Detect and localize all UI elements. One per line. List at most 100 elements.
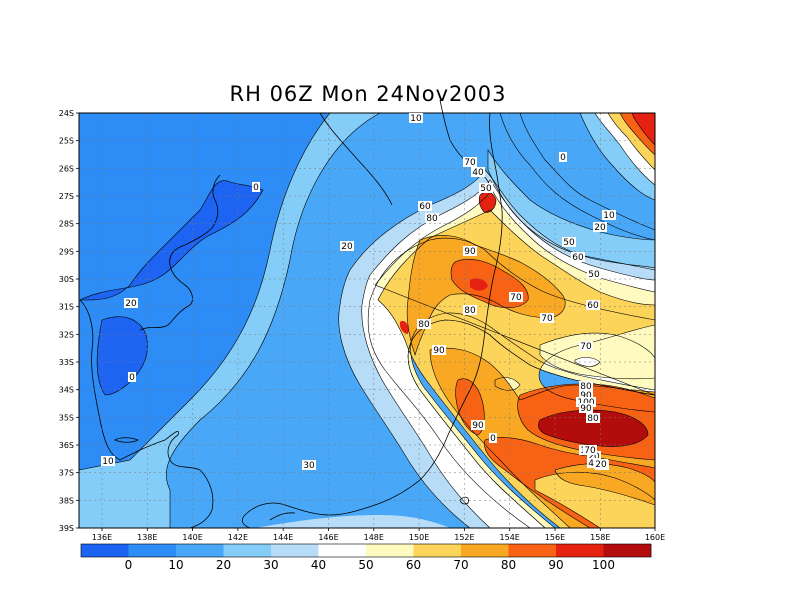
longitude-axis: 136E 138E 140E 142E 144E 146E 148E 150E 152E 154E… [92,528,665,542]
contour-label: 90 [432,345,446,356]
lat-tick-label: 28S [59,220,74,229]
contour-label: 80 [463,305,477,316]
lon-tick-label: 144E [273,533,293,542]
contour-label: 70 [540,313,554,324]
colorbar-label: 60 [406,558,421,572]
lon-tick-label: 146E [318,533,338,542]
svg-text:90: 90 [433,346,445,356]
contour-line [631,112,656,146]
contour-label: 80 [586,413,600,424]
svg-text:60: 60 [419,202,431,212]
svg-text:10: 10 [603,211,615,221]
contour-lines [78,112,656,529]
svg-text:80: 80 [464,306,476,316]
lat-tick-label: 25S [59,137,74,146]
contour-line [494,377,521,391]
contour-line [429,347,656,529]
svg-text:10: 10 [410,114,422,124]
colorbar-swatch [461,544,509,557]
contour-line [450,258,529,309]
contour-line [78,112,331,471]
svg-text:50: 50 [588,270,600,280]
colorbar-label: 70 [453,558,468,572]
colorbar-label: 100 [592,558,615,572]
lon-tick-label: 152E [454,533,474,542]
colorbar-label: 40 [311,558,326,572]
contour-label: 90 [471,420,485,431]
contour-label: 80 [579,381,593,392]
lat-tick-label: 35S [59,413,74,422]
contour-label: 50 [562,237,576,248]
colorbar-swatch [223,544,272,557]
contour-line [607,112,656,171]
svg-text:20: 20 [341,242,353,252]
contour-label: 10 [602,210,616,221]
contour-label: 20 [340,241,354,252]
lat-tick-label: 38S [59,496,74,505]
lat-tick-label: 39S [59,524,74,533]
contour-label: 30 [302,460,316,471]
contour-label: 60 [571,252,585,263]
contour-label: 60 [418,201,432,212]
svg-text:80: 80 [580,382,592,392]
contour-line [338,169,656,529]
colorbar-label: 80 [501,558,516,572]
map-frame [78,112,656,529]
svg-text:80: 80 [587,414,599,424]
contour-label: 70 [463,157,477,168]
contour-label: 70 [509,292,523,303]
svg-text:90: 90 [580,404,592,414]
contour-line [79,180,264,301]
svg-text:60: 60 [572,253,584,263]
svg-text:0: 0 [560,153,566,163]
contour-label: 20 [124,298,138,309]
colorbar: 0 10 20 30 40 50 60 70 80 90 100 [80,543,652,572]
svg-text:10: 10 [102,457,114,467]
svg-text:90: 90 [464,247,476,257]
colorbar-swatch [556,544,604,557]
rh-field [79,113,655,528]
svg-text:20: 20 [594,223,606,233]
colorbar-frame [80,543,652,558]
contour-label: 0 [128,372,136,383]
svg-text:30: 30 [303,461,315,471]
lon-tick-label: 136E [92,533,112,542]
contour-label: 0 [252,182,260,193]
lat-tick-label: 34S [59,386,74,395]
contour-label: 80 [417,319,431,330]
svg-text:0: 0 [129,373,135,383]
lat-tick-label: 27S [59,192,74,201]
contour-label: 20 [593,222,607,233]
svg-text:70: 70 [464,158,476,168]
lon-tick-label: 142E [228,533,248,542]
latitude-axis: 24S 25S 26S 27S 28S 29S 30S 31S 32S 33S 34S 35S 36S 3… [59,109,79,533]
lat-tick-label: 37S [59,469,74,478]
svg-text:80: 80 [426,214,438,224]
lon-tick-label: 140E [182,533,202,542]
lat-tick-label: 36S [59,441,74,450]
colorbar-label: 30 [263,558,278,572]
lat-tick-label: 30S [59,275,74,284]
lon-tick-label: 138E [137,533,157,542]
lon-tick-label: 160E [645,533,665,542]
colorbar-swatch [271,544,319,557]
contour-label: 0 [559,152,567,163]
lon-tick-label: 150E [409,533,429,542]
lon-tick-label: 154E [500,533,520,542]
contour-line [96,316,148,396]
svg-text:60: 60 [587,301,599,311]
svg-text:70: 70 [510,293,522,303]
svg-text:80: 80 [418,320,430,330]
contour-line [406,235,566,356]
svg-text:70: 70 [584,446,596,456]
colorbar-label: 90 [548,558,563,572]
lat-tick-label: 24S [59,109,74,118]
contour-label: 20 [587,451,601,462]
colorbar-swatch [176,544,224,557]
contour-label: 70 [583,445,597,456]
colorbar-swatch [603,544,652,557]
contour-label: 50 [479,183,493,194]
colorbar-label: 0 [125,558,133,572]
contour-line [374,189,656,529]
lat-tick-label: 26S [59,164,74,173]
